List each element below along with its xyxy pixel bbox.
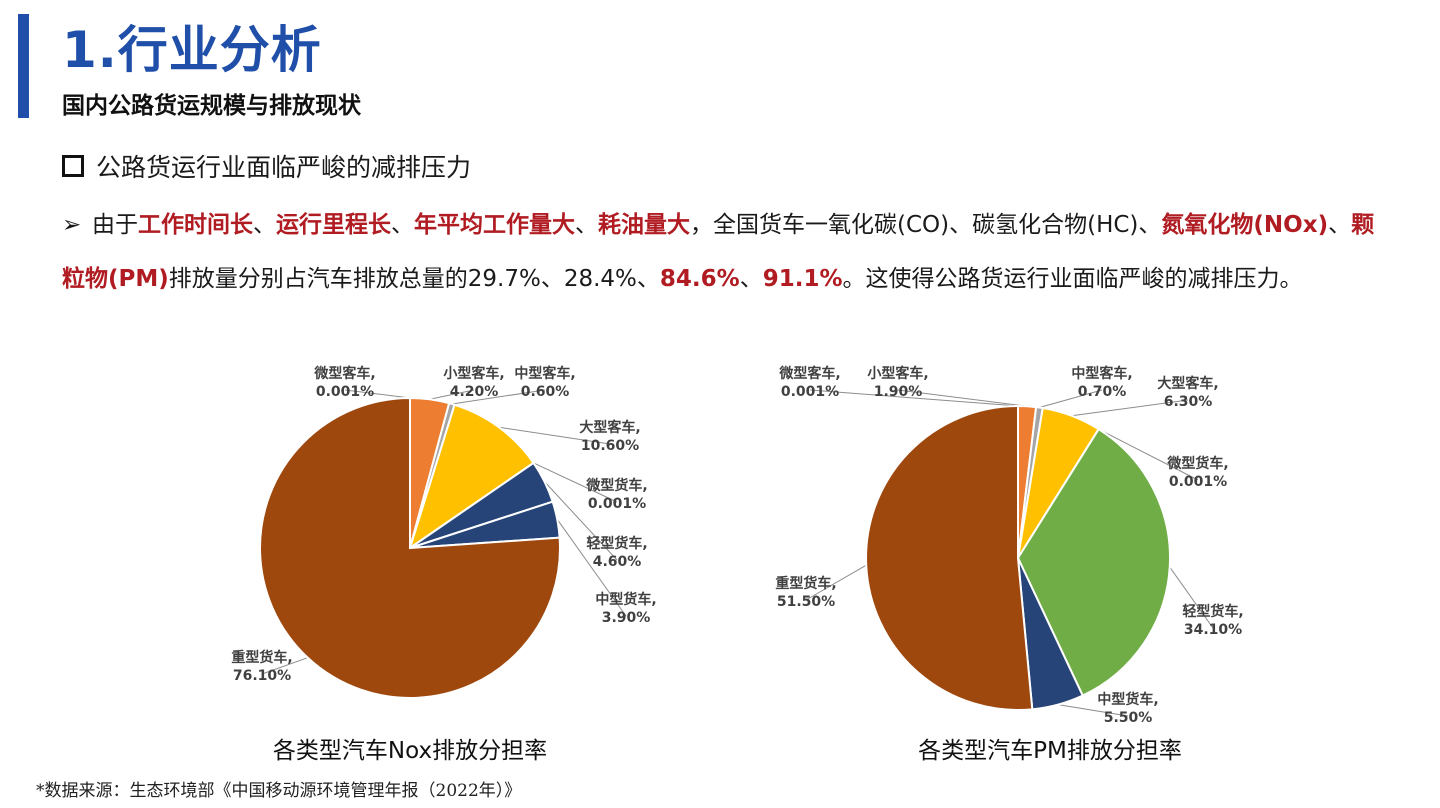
data-label-category: 小型客车, bbox=[867, 365, 928, 382]
leader-line bbox=[344, 389, 411, 399]
data-label-category: 大型客车, bbox=[579, 419, 640, 436]
leader-line bbox=[533, 462, 618, 503]
paragraph-text: 由于工作时间长、运行里程长、年平均工作量大、耗油量大，全国货车一氧化碳(CO)、… bbox=[62, 212, 1374, 292]
leader-line bbox=[498, 426, 611, 445]
paragraph-segment: 颗粒物(PM) bbox=[62, 212, 1375, 292]
paragraph-segment: 年平均工作量大 bbox=[414, 212, 575, 238]
data-label-value: 0.001% bbox=[781, 384, 839, 400]
data-label-category: 大型客车, bbox=[1157, 375, 1218, 392]
data-label-category: 中型客车, bbox=[514, 365, 575, 382]
paragraph-segment: 、 bbox=[253, 212, 276, 238]
leader-line bbox=[1098, 428, 1199, 481]
data-label-value: 0.001% bbox=[1169, 474, 1227, 490]
paragraph-segment: 运行里程长 bbox=[276, 212, 391, 238]
data-label-value: 6.30% bbox=[1164, 394, 1213, 410]
paragraph-segment: 工作时间长 bbox=[138, 212, 253, 238]
leader-line bbox=[1071, 399, 1189, 417]
data-label-value: 4.20% bbox=[450, 384, 499, 400]
paragraph-segment: ，全国货车一氧化碳(CO)、碳氢化合物(HC)、 bbox=[690, 212, 1162, 238]
square-bullet-icon bbox=[62, 155, 84, 177]
leader-line bbox=[805, 564, 867, 601]
data-label-value: 1.90% bbox=[874, 384, 923, 400]
paragraph-segment: 、 bbox=[739, 266, 763, 292]
paragraph-segment: 耗油量大 bbox=[598, 212, 690, 238]
leader-line bbox=[1169, 566, 1214, 629]
leader-line bbox=[1058, 704, 1129, 717]
leader-line bbox=[544, 481, 618, 561]
data-label-category: 轻型货车, bbox=[1182, 603, 1243, 620]
data-label-category: 轻型货车, bbox=[586, 535, 647, 552]
chart-title: 各类型汽车PM排放分担率 bbox=[918, 738, 1182, 764]
section-heading-text: 公路货运行业面临严峻的减排压力 bbox=[96, 153, 472, 182]
data-label-category: 重型货车, bbox=[775, 575, 836, 592]
paragraph-segment: 氮氧化物(NOx) bbox=[1161, 212, 1329, 238]
page-title: 1.行业分析 bbox=[62, 21, 322, 79]
body-paragraph: ➢ 由于工作时间长、运行里程长、年平均工作量大、耗油量大，全国货车一氧化碳(CO)… bbox=[62, 198, 1392, 306]
pie-slice bbox=[865, 404, 1034, 711]
leader-line bbox=[451, 389, 546, 405]
data-label-value: 4.60% bbox=[593, 554, 642, 570]
leader-line bbox=[261, 657, 308, 675]
data-label-category: 中型货车, bbox=[595, 591, 656, 608]
section-heading: 公路货运行业面临严峻的减排压力 bbox=[62, 148, 471, 184]
data-label-value: 10.60% bbox=[581, 438, 639, 454]
data-label-category: 重型货车, bbox=[231, 649, 292, 666]
pie-slice bbox=[259, 396, 561, 699]
leader-line bbox=[429, 389, 475, 400]
data-label-category: 微型货车, bbox=[585, 477, 647, 494]
paragraph-segment: 由于 bbox=[92, 212, 138, 238]
paragraph-segment: 91.1% bbox=[762, 266, 843, 292]
data-label-value: 5.50% bbox=[1104, 710, 1153, 726]
pie-slice bbox=[408, 403, 535, 551]
leader-line bbox=[897, 389, 1028, 407]
data-label-category: 微型客车, bbox=[778, 365, 840, 382]
leader-line bbox=[556, 519, 627, 617]
data-label-value: 3.90% bbox=[602, 610, 651, 626]
pie-slice bbox=[1016, 427, 1171, 697]
paragraph-segment: 84.6% bbox=[659, 266, 740, 292]
paragraph-segment: 排放量分别占汽车排放总量的29.7%、28.4%、 bbox=[168, 266, 660, 292]
data-source-note: *数据来源：生态环境部《中国移动源环境管理年报（2022年）》 bbox=[36, 781, 522, 801]
data-label-value: 34.10% bbox=[1184, 622, 1242, 638]
paragraph-segment: 、 bbox=[575, 212, 598, 238]
leader-line bbox=[1039, 389, 1103, 408]
data-label-value: 0.001% bbox=[588, 496, 646, 512]
title-accent-bar bbox=[18, 14, 29, 118]
paragraph-segment: 、 bbox=[391, 212, 414, 238]
data-label-category: 微型货车, bbox=[1166, 455, 1228, 472]
pie-charts: 微型客车, 0.001% 小型客车, 4.20% 中型客车, 0.60% 大型客车, 10.6… bbox=[231, 365, 1243, 764]
data-label-category: 中型货车, bbox=[1097, 691, 1158, 708]
page-subtitle: 国内公路货运规模与排放现状 bbox=[62, 93, 361, 119]
chart-title: 各类型汽车Nox排放分担率 bbox=[273, 738, 547, 764]
data-label-value: 0.60% bbox=[521, 384, 570, 400]
data-label-category: 小型客车, bbox=[443, 365, 504, 382]
paragraph-segment: 、 bbox=[1328, 212, 1352, 238]
data-label-value: 0.001% bbox=[316, 384, 374, 400]
arrow-bullet-icon: ➢ bbox=[62, 212, 82, 238]
paragraph-segment: 。这使得公路货运行业面临严峻的减排压力。 bbox=[842, 266, 1303, 292]
leader-line bbox=[809, 389, 1019, 407]
data-label-category: 中型客车, bbox=[1071, 365, 1132, 382]
data-label-value: 76.10% bbox=[233, 668, 291, 684]
data-label-value: 51.50% bbox=[777, 594, 835, 610]
data-label-category: 微型客车, bbox=[313, 365, 375, 382]
data-label-value: 0.70% bbox=[1078, 384, 1127, 400]
